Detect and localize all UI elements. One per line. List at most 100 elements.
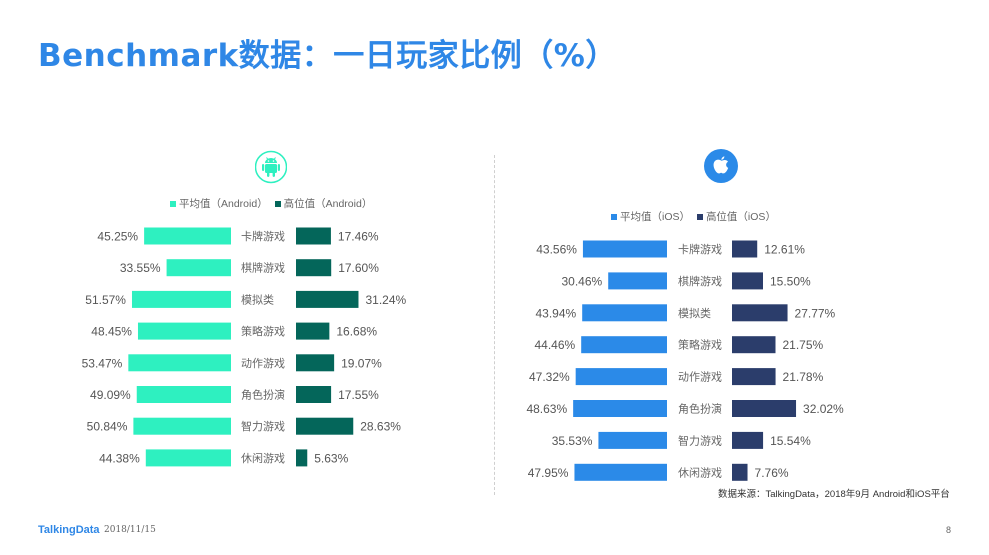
legend-label: 平均值（iOS） xyxy=(620,211,691,223)
ios-avg-value-label: 48.63% xyxy=(526,402,567,416)
ios-avg-bar xyxy=(581,336,667,354)
android-high-bar xyxy=(296,354,335,372)
ios-high-value-label: 21.75% xyxy=(783,338,824,352)
android-high-bar xyxy=(296,259,332,277)
ios-high-bar xyxy=(732,272,763,290)
legend-android-avg: 平均值（Android） xyxy=(170,198,268,210)
android-avg-value-label: 53.47% xyxy=(82,356,123,370)
android-avg-bar xyxy=(131,290,231,308)
android-category-label: 策略游戏 xyxy=(241,324,285,338)
ios-avg-bar xyxy=(582,304,667,322)
ios-avg-value-label: 30.46% xyxy=(562,274,603,288)
android-category-label: 动作游戏 xyxy=(241,357,285,370)
ios-category-label: 角色扮演 xyxy=(678,402,722,416)
ios-high-value-label: 15.54% xyxy=(770,434,811,448)
android-avg-value-label: 50.84% xyxy=(87,420,128,434)
ios-avg-value-label: 35.53% xyxy=(552,434,593,448)
ios-avg-bar xyxy=(575,368,667,386)
legend-swatch xyxy=(611,213,617,220)
ios-high-bar xyxy=(732,368,776,386)
android-avg-bar xyxy=(144,227,231,245)
ios-high-value-label: 12.61% xyxy=(764,243,805,257)
android-legend: 平均值（Android） 高位值（Android） xyxy=(170,196,372,211)
ios-category-label: 棋牌游戏 xyxy=(678,274,722,288)
android-icon xyxy=(255,150,287,184)
legend-swatch xyxy=(696,213,703,220)
data-source-note: 数据来源：TalkingData，2018年9月 Android和iOS平台 xyxy=(718,489,950,500)
android-avg-value-label: 48.45% xyxy=(91,325,132,339)
legend-label: 平均值（Android） xyxy=(179,198,268,210)
android-avg-bar xyxy=(137,322,231,340)
android-high-value-label: 17.46% xyxy=(338,230,379,244)
legend-swatch xyxy=(170,200,176,207)
android-high-value-label: 5.63% xyxy=(314,451,348,465)
ios-high-value-label: 27.77% xyxy=(795,306,836,320)
ios-avg-value-label: 43.56% xyxy=(536,243,577,257)
android-high-value-label: 17.55% xyxy=(338,388,379,402)
ios-avg-value-label: 44.46% xyxy=(534,338,575,352)
android-category-label: 卡牌游戏 xyxy=(241,229,285,243)
ios-legend: 平均值（iOS） 高位值（iOS） xyxy=(611,209,776,224)
android-avg-value-label: 49.09% xyxy=(90,388,131,402)
android-avg-value-label: 51.57% xyxy=(85,293,126,307)
ios-category-label: 休闲游戏 xyxy=(678,465,722,479)
ios-avg-value-label: 43.94% xyxy=(535,306,576,320)
footer-date: 2018/11/15 xyxy=(104,525,156,535)
ios-high-bar xyxy=(732,240,758,258)
legend-swatch xyxy=(274,200,281,207)
ios-category-label: 策略游戏 xyxy=(678,338,722,352)
android-category-label: 模拟类 xyxy=(241,292,274,306)
ios-category-label: 动作游戏 xyxy=(678,371,722,384)
ios-high-bar xyxy=(732,463,748,481)
ios-category-label: 卡牌游戏 xyxy=(678,242,722,256)
android-category-label: 智力游戏 xyxy=(241,419,285,433)
panel-divider xyxy=(494,155,495,495)
android-avg-value-label: 44.38% xyxy=(99,451,140,465)
ios-avg-bar xyxy=(598,431,667,449)
android-high-value-label: 31.24% xyxy=(365,293,406,307)
android-high-bar xyxy=(296,227,331,245)
ios-category-label: 模拟类 xyxy=(678,306,711,320)
page-title: Benchmark数据：一日玩家比例（%） xyxy=(38,38,617,74)
ios-avg-bar xyxy=(573,400,667,417)
android-high-value-label: 19.07% xyxy=(341,356,382,370)
android-high-value-label: 16.68% xyxy=(336,325,377,339)
android-high-bar xyxy=(296,417,354,435)
ios-avg-bar xyxy=(574,463,667,481)
android-avg-bar xyxy=(145,449,231,467)
ios-category-label: 智力游戏 xyxy=(678,433,722,447)
apple-icon xyxy=(704,149,738,183)
ios-high-value-label: 21.78% xyxy=(783,370,824,384)
android-high-bar xyxy=(296,322,330,340)
android-category-label: 角色扮演 xyxy=(241,388,285,402)
android-high-bar xyxy=(296,449,308,467)
android-high-value-label: 28.63% xyxy=(360,420,401,434)
ios-avg-value-label: 47.32% xyxy=(529,370,570,384)
android-avg-bar xyxy=(128,354,231,372)
legend-label: 高位值（iOS） xyxy=(705,211,776,223)
ios-avg-value-label: 47.95% xyxy=(528,466,569,480)
android-avg-bar xyxy=(166,259,231,277)
android-category-label: 休闲游戏 xyxy=(241,451,285,465)
ios-avg-bar xyxy=(608,272,667,290)
ios-high-value-label: 15.50% xyxy=(770,274,811,288)
ios-high-value-label: 32.02% xyxy=(803,402,844,416)
android-high-bar xyxy=(296,290,359,308)
ios-high-bar xyxy=(732,431,764,449)
android-avg-bar xyxy=(133,417,231,435)
ios-high-bar xyxy=(732,400,797,417)
ios-avg-bar xyxy=(582,240,667,258)
android-avg-bar xyxy=(136,386,231,403)
legend-android-high: 高位值（Android） xyxy=(274,198,373,210)
android-high-value-label: 17.60% xyxy=(338,261,379,275)
ios-high-value-label: 7.76% xyxy=(755,466,789,480)
ios-high-bar xyxy=(732,304,788,322)
legend-ios-high: 高位值（iOS） xyxy=(696,211,776,223)
android-avg-value-label: 33.55% xyxy=(120,261,161,275)
legend-ios-avg: 平均值（iOS） xyxy=(611,211,690,223)
talkingdata-logo: TalkingData xyxy=(38,524,100,536)
legend-label: 高位值（Android） xyxy=(283,198,373,210)
page-number: 8 xyxy=(946,525,952,535)
android-category-label: 棋牌游戏 xyxy=(241,261,285,275)
